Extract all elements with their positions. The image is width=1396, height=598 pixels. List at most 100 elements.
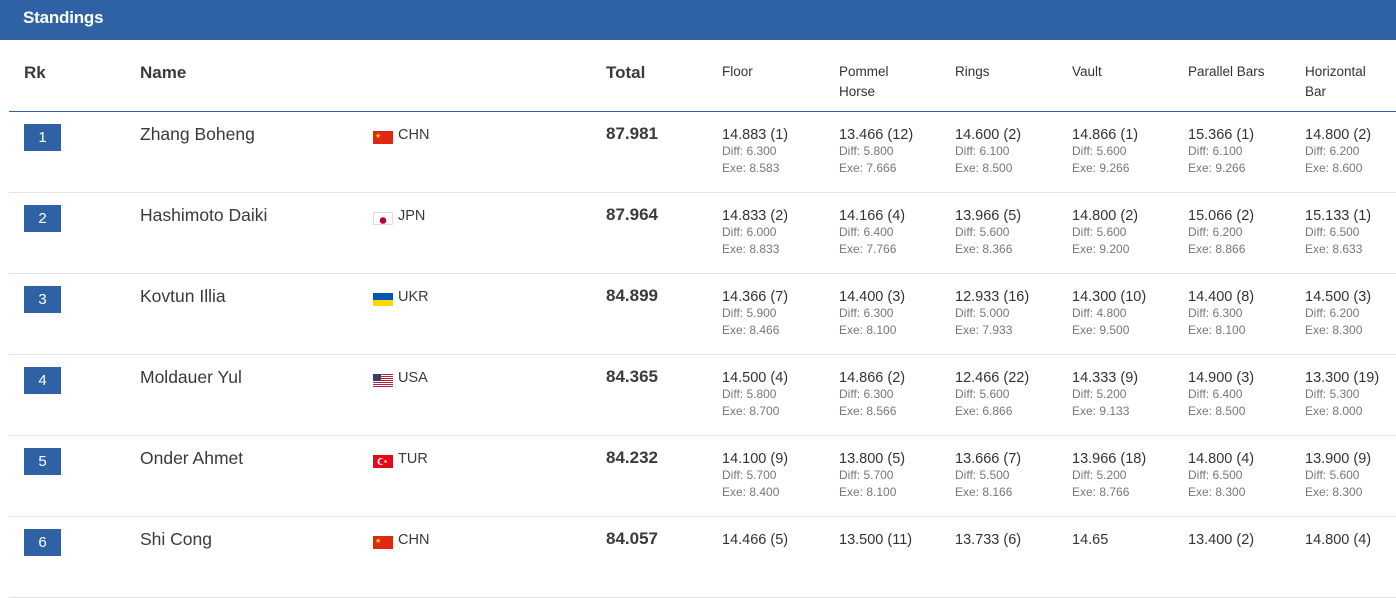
execution-score: Exe: 7.766 <box>839 242 897 256</box>
athlete-name[interactable]: Zhang Boheng <box>140 124 255 144</box>
execution-score: Exe: 7.666 <box>839 161 897 175</box>
event-cell-parallel-bars: 15.066 (2) Diff: 6.200 Exe: 8.866 <box>1188 208 1254 258</box>
total-score: 84.899 <box>606 286 658 305</box>
row-divider <box>9 435 1396 436</box>
event-cell-floor: 14.833 (2) Diff: 6.000 Exe: 8.833 <box>722 208 788 258</box>
table-row[interactable]: 6 Shi Cong ★ CHN 84.057 14.466 (5) 13.500 (11)… <box>0 517 1396 598</box>
difficulty-score: Diff: 6.200 <box>1305 144 1360 158</box>
athlete-name[interactable]: Shi Cong <box>140 529 212 549</box>
athlete-name[interactable]: Kovtun Illia <box>140 286 226 306</box>
nation-code: USA <box>398 370 428 386</box>
country-flag-icon <box>373 293 393 306</box>
execution-score: Exe: 8.300 <box>1188 485 1246 499</box>
athlete-name[interactable]: Moldauer Yul <box>140 367 242 387</box>
event-score: 15.133 (1) <box>1305 208 1372 224</box>
execution-score: Exe: 8.700 <box>722 404 780 418</box>
col-header-horizontal-line1: Horizontal <box>1305 64 1366 79</box>
execution-score: Exe: 9.500 <box>1072 323 1130 337</box>
event-cell-horizontal-bar: 15.133 (1) Diff: 6.500 Exe: 8.633 <box>1305 208 1371 258</box>
difficulty-score: Diff: 4.800 <box>1072 306 1127 320</box>
row-divider <box>9 273 1396 274</box>
athlete-name[interactable]: Hashimoto Daiki <box>140 205 268 225</box>
col-header-horizontal-bar[interactable]: Horizontal Bar <box>1305 62 1366 102</box>
country-flag-icon <box>373 212 393 225</box>
event-cell-floor: 14.366 (7) Diff: 5.900 Exe: 8.466 <box>722 289 788 339</box>
event-score: 14.883 (1) <box>722 127 789 143</box>
difficulty-score: Diff: 5.700 <box>839 468 894 482</box>
event-cell-floor: 14.500 (4) Diff: 5.800 Exe: 8.700 <box>722 370 788 420</box>
table-header: Rk Name Total Floor Pommel Horse Rings V… <box>0 40 1396 111</box>
event-cell-floor: 14.883 (1) Diff: 6.300 Exe: 8.583 <box>722 127 788 177</box>
difficulty-score: Diff: 6.400 <box>839 225 894 239</box>
event-cell-vault: 14.866 (1) Diff: 5.600 Exe: 9.266 <box>1072 127 1138 177</box>
col-header-parallel-bars[interactable]: Parallel Bars <box>1188 64 1265 79</box>
execution-score: Exe: 8.400 <box>722 485 780 499</box>
rank-badge: 5 <box>24 448 61 475</box>
execution-score: Exe: 7.933 <box>955 323 1013 337</box>
event-cell-vault: 14.800 (2) Diff: 5.600 Exe: 9.200 <box>1072 208 1138 258</box>
event-cell-horizontal-bar: 13.300 (19) Diff: 5.300 Exe: 8.000 <box>1305 370 1379 420</box>
nation-code: CHN <box>398 127 430 143</box>
svg-text:★: ★ <box>375 537 381 545</box>
nation-code: JPN <box>398 208 426 224</box>
row-divider <box>9 192 1396 193</box>
col-header-vault[interactable]: Vault <box>1072 64 1102 79</box>
col-header-pommel-horse[interactable]: Pommel Horse <box>839 62 889 102</box>
execution-score: Exe: 9.200 <box>1072 242 1130 256</box>
execution-score: Exe: 8.166 <box>955 485 1013 499</box>
event-score: 14.166 (4) <box>839 208 906 224</box>
event-cell-pommel-horse: 14.866 (2) Diff: 6.300 Exe: 8.566 <box>839 370 905 420</box>
col-header-rings[interactable]: Rings <box>955 64 990 79</box>
rank-badge: 1 <box>24 124 61 151</box>
event-score: 14.400 (3) <box>839 289 906 305</box>
event-cell-rings: 13.666 (7) Diff: 5.500 Exe: 8.166 <box>955 451 1021 501</box>
event-cell-floor: 14.100 (9) Diff: 5.700 Exe: 8.400 <box>722 451 788 501</box>
table-row[interactable]: 2 Hashimoto Daiki JPN 87.964 14.833 (2) Diff:… <box>0 193 1396 274</box>
table-row[interactable]: 4 Moldauer Yul USA 84.365 14.500 (4) Diff: 5.… <box>0 355 1396 436</box>
execution-score: Exe: 8.466 <box>722 323 780 337</box>
event-score: 14.800 (2) <box>1305 127 1372 143</box>
total-score: 87.964 <box>606 205 658 224</box>
event-score: 14.800 (4) <box>1305 532 1372 548</box>
rank-badge: 4 <box>24 367 61 394</box>
event-cell-parallel-bars: 13.400 (2) <box>1188 532 1254 548</box>
execution-score: Exe: 8.366 <box>955 242 1013 256</box>
col-header-rank[interactable]: Rk <box>24 63 46 82</box>
event-score: 13.966 (5) <box>955 208 1022 224</box>
execution-score: Exe: 8.100 <box>1188 323 1246 337</box>
col-header-floor[interactable]: Floor <box>722 64 753 79</box>
difficulty-score: Diff: 6.300 <box>839 387 894 401</box>
event-cell-parallel-bars: 14.400 (8) Diff: 6.300 Exe: 8.100 <box>1188 289 1254 339</box>
event-cell-rings: 12.933 (16) Diff: 5.000 Exe: 7.933 <box>955 289 1029 339</box>
col-header-name[interactable]: Name <box>140 63 187 82</box>
execution-score: Exe: 8.300 <box>1305 323 1363 337</box>
event-cell-horizontal-bar: 13.900 (9) Diff: 5.600 Exe: 8.300 <box>1305 451 1371 501</box>
event-score: 14.400 (8) <box>1188 289 1255 305</box>
event-score: 14.466 (5) <box>722 532 789 548</box>
table-row[interactable]: 5 Onder Ahmet TUR 84.232 14.100 (9) Diff: 5.7… <box>0 436 1396 517</box>
execution-score: Exe: 9.266 <box>1072 161 1130 175</box>
event-score: 14.900 (3) <box>1188 370 1255 386</box>
table-row[interactable]: 1 Zhang Boheng ★ CHN 87.981 14.883 (1) Diff: 6… <box>0 112 1396 193</box>
event-score: 13.900 (9) <box>1305 451 1372 467</box>
event-score: 13.800 (5) <box>839 451 906 467</box>
event-cell-rings: 13.966 (5) Diff: 5.600 Exe: 8.366 <box>955 208 1021 258</box>
athlete-name[interactable]: Onder Ahmet <box>140 448 244 468</box>
execution-score: Exe: 8.833 <box>722 242 780 256</box>
event-score: 14.833 (2) <box>722 208 789 224</box>
event-score: 15.066 (2) <box>1188 208 1255 224</box>
standings-title-bar: Standings <box>0 0 1396 40</box>
event-cell-rings: 14.600 (2) Diff: 6.100 Exe: 8.500 <box>955 127 1021 177</box>
table-row[interactable]: 3 Kovtun Illia UKR 84.899 14.366 (7) Diff: 5.… <box>0 274 1396 355</box>
execution-score: Exe: 8.583 <box>722 161 780 175</box>
difficulty-score: Diff: 6.300 <box>839 306 894 320</box>
row-divider <box>9 516 1396 517</box>
difficulty-score: Diff: 5.600 <box>1072 144 1127 158</box>
difficulty-score: Diff: 5.800 <box>722 387 777 401</box>
difficulty-score: Diff: 5.000 <box>955 306 1010 320</box>
header-divider <box>9 111 1396 112</box>
country-flag-icon: ★ <box>373 536 393 549</box>
difficulty-score: Diff: 6.100 <box>955 144 1010 158</box>
col-header-total[interactable]: Total <box>606 63 646 82</box>
country-flag-icon <box>373 455 393 468</box>
